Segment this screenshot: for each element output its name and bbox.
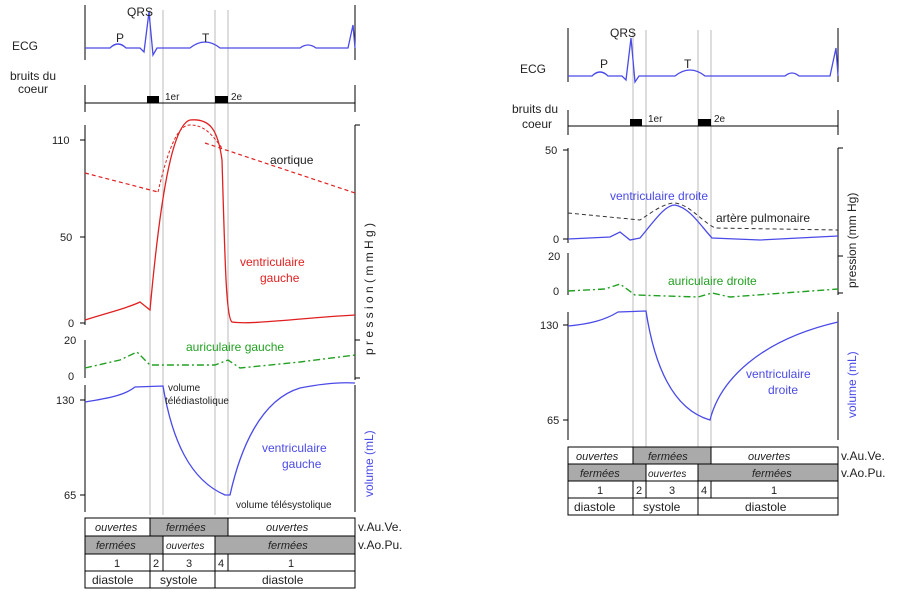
sounds-label-2: coeur: [18, 82, 48, 96]
phase-1: 1: [597, 485, 603, 497]
phase-3: 3: [186, 558, 192, 570]
tick-v65: 65: [64, 490, 76, 502]
semilunar-closed-2: fermées: [268, 540, 308, 552]
aortic-pressure-curve: [84, 142, 356, 194]
tick-v130: 130: [540, 320, 558, 332]
av-valve-open-2: ouvertes: [748, 451, 791, 463]
tick-a0: 0: [553, 286, 559, 298]
la-pressure-curve: [84, 351, 356, 369]
p-wave-label: P: [116, 31, 124, 45]
pressure-axis-label: pression (mm Hg): [845, 193, 859, 288]
edv-label-1: volume: [168, 383, 201, 394]
second-sound-label: 2e: [231, 92, 243, 103]
av-valve-open-1: ouvertes: [95, 522, 138, 534]
phase-1: 1: [114, 558, 120, 570]
diastole-1: diastole: [92, 573, 134, 587]
t-wave-label: T: [684, 57, 692, 71]
lv-volume-curve: [84, 382, 356, 496]
la-pressure-label: auriculaire gauche: [186, 340, 284, 354]
first-heart-sound: [147, 96, 159, 103]
lv-volume-label-2: gauche: [282, 457, 322, 471]
second-sound-label: 2e: [714, 114, 726, 125]
t-wave-label: T: [202, 31, 210, 45]
phase-4: 4: [218, 558, 224, 570]
diastole-1: diastole: [574, 500, 616, 514]
sounds-label-1: bruits du: [10, 69, 56, 83]
tick-a20: 20: [548, 251, 560, 263]
qrs-label: QRS: [610, 26, 636, 40]
tick-50: 50: [545, 145, 557, 157]
ecg-label: ECG: [12, 39, 38, 53]
p-wave-label: P: [600, 57, 608, 71]
semilunar-closed-1: fermées: [580, 468, 620, 480]
semilunar-open: ouvertes: [166, 541, 204, 552]
semilunar-open: ouvertes: [648, 469, 686, 480]
lv-volume-label-1: ventriculaire: [262, 441, 327, 455]
tick-v130: 130: [56, 395, 74, 407]
phase-2: 2: [153, 558, 159, 570]
second-heart-sound: [215, 96, 228, 103]
rv-volume-curve: [567, 310, 839, 421]
right-panel: ECG QRS P T bruits du coeur 1er 2e 50 0 …: [512, 26, 885, 516]
systole: systole: [643, 500, 681, 514]
ra-pressure-label: auriculaire droite: [668, 274, 757, 288]
av-valve-label: v.Au.Ve.: [841, 449, 885, 463]
av-valve-open-2: ouvertes: [266, 522, 309, 534]
lv-pressure-label-1: ventriculaire: [240, 255, 305, 269]
semilunar-closed-2: fermées: [752, 468, 792, 480]
tick-a20: 20: [64, 335, 76, 347]
pulmonary-pressure-curve: [567, 202, 839, 231]
phase-1b: 1: [288, 558, 294, 570]
rv-pressure-curve: [567, 204, 839, 241]
rv-pressure-label: ventriculaire droite: [610, 189, 708, 203]
av-valve-label: v.Au.Ve.: [358, 520, 402, 534]
tick-0: 0: [68, 318, 74, 330]
volume-axis-label: volume (mL): [362, 430, 376, 497]
aortic-systolic-curve: [157, 124, 223, 193]
tick-110: 110: [52, 135, 70, 147]
lv-pressure-curve: [84, 119, 356, 324]
first-sound-label: 1er: [648, 114, 663, 125]
phase-1b: 1: [771, 485, 777, 497]
left-panel: ECG QRS P T bruits du coeur 1er 2e 110 5…: [10, 5, 402, 589]
first-sound-label: 1er: [165, 92, 180, 103]
ecg-trace: [85, 11, 356, 58]
phase-4: 4: [701, 485, 707, 497]
sounds-label-1: bruits du: [512, 102, 558, 116]
esv-label: volume télésystolique: [236, 500, 332, 511]
valve-table: ouvertes fermées ouvertes v.Au.Ve. fermé…: [84, 517, 402, 589]
semilunar-label: v.Ao.Pu.: [358, 538, 402, 552]
pulmonary-label: artère pulmonaire: [716, 211, 810, 225]
tick-0: 0: [553, 234, 559, 246]
lv-pressure-label-2: gauche: [260, 271, 300, 285]
semilunar-closed-1: fermées: [96, 540, 136, 552]
av-valve-closed: fermées: [648, 451, 688, 463]
phase-2: 2: [636, 485, 642, 497]
diastole-2: diastole: [262, 573, 304, 587]
av-valve-open-1: ouvertes: [576, 451, 619, 463]
aortic-label: aortique: [270, 153, 314, 167]
qrs-label: QRS: [127, 5, 153, 19]
edv-label-2: télédiastolique: [165, 396, 229, 407]
systole: systole: [160, 573, 198, 587]
valve-table: ouvertes fermées ouvertes v.Au.Ve. fermé…: [567, 446, 885, 516]
tick-v65: 65: [547, 415, 559, 427]
volume-axis-label: volume (mL): [845, 351, 859, 418]
second-heart-sound: [698, 119, 711, 126]
first-heart-sound: [630, 119, 642, 126]
av-valve-closed: fermées: [166, 522, 206, 534]
phase-3: 3: [669, 485, 675, 497]
tick-a0: 0: [68, 371, 74, 383]
tick-50: 50: [60, 232, 72, 244]
diastole-2: diastole: [745, 500, 787, 514]
semilunar-label: v.Ao.Pu.: [841, 466, 885, 480]
sounds-label-2: coeur: [522, 117, 552, 131]
ecg-label: ECG: [520, 62, 546, 76]
ecg-trace: [568, 37, 839, 84]
pressure-axis-label: p r e s s i o n ( m m H g ): [362, 223, 376, 355]
rv-volume-label-2: droite: [768, 383, 798, 397]
rv-volume-label-1: ventriculaire: [746, 367, 811, 381]
